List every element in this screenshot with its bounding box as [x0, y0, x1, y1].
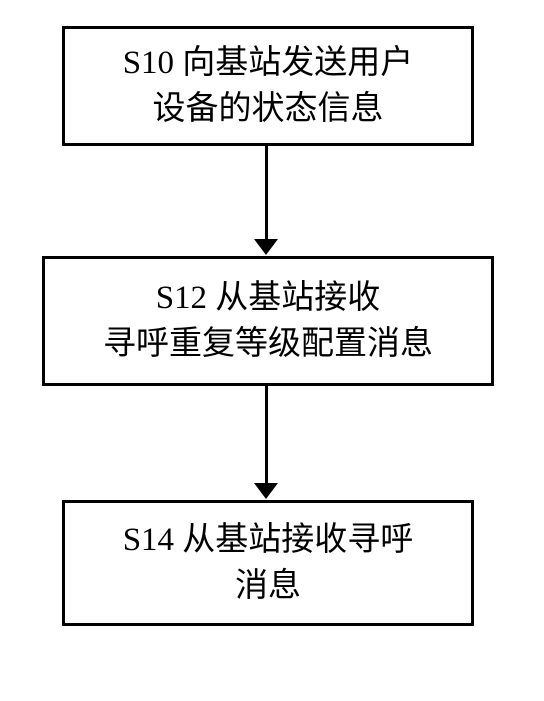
node-text-line: S10 向基站发送用户: [123, 40, 414, 86]
node-text-line: 寻呼重复等级配置消息: [103, 321, 433, 367]
flowchart-node-s12: S12 从基站接收寻呼重复等级配置消息: [42, 256, 494, 386]
flowchart-edge-s10-s12: [265, 146, 268, 239]
node-text-line: 消息: [235, 563, 301, 609]
node-text-line: S12 从基站接收: [156, 275, 381, 321]
node-text-line: 设备的状态信息: [153, 86, 384, 132]
flowchart-node-s14: S14 从基站接收寻呼消息: [62, 500, 474, 626]
flowchart-node-s10: S10 向基站发送用户设备的状态信息: [62, 26, 474, 146]
flowchart-arrowhead-s10-s12: [254, 239, 278, 255]
flowchart-edge-s12-s14: [265, 386, 268, 483]
flowchart-arrowhead-s12-s14: [254, 483, 278, 499]
node-text-line: S14 从基站接收寻呼: [123, 517, 414, 563]
